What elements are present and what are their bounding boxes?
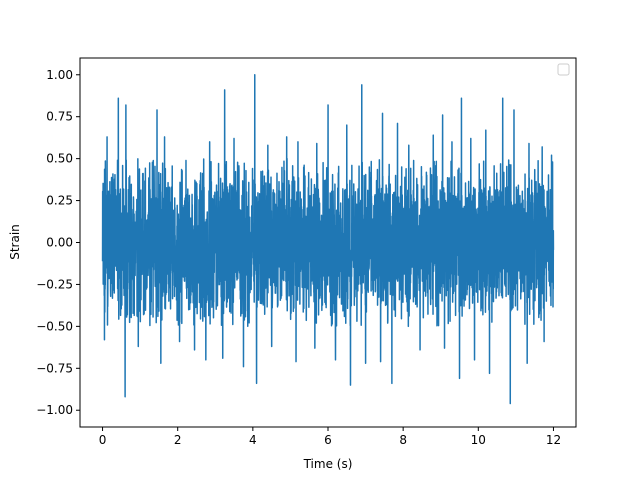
y-axis-label: Strain	[8, 224, 22, 260]
y-tick-label: −0.25	[36, 277, 73, 291]
x-tick-label: 8	[399, 433, 407, 447]
y-tick-label: 1.00	[46, 68, 73, 82]
y-tick-label: −0.50	[36, 319, 73, 333]
y-tick-label: −1.00	[36, 403, 73, 417]
x-tick-label: 4	[249, 433, 257, 447]
y-axis-ticks: −1.00 −0.75 −0.50 −0.25 0.00 0.25 0.50 0.75 1.00	[36, 68, 80, 417]
x-tick-label: 2	[174, 433, 182, 447]
x-tick-label: 10	[471, 433, 486, 447]
x-tick-label: 0	[99, 433, 107, 447]
y-tick-label: −0.75	[36, 361, 73, 375]
y-tick-label: 0.75	[46, 110, 73, 124]
x-axis-ticks: 0 2 4 6 8 10 12	[99, 427, 561, 447]
x-axis-label: Time (s)	[303, 457, 353, 471]
y-tick-label: 0.50	[46, 152, 73, 166]
y-tick-label: 0.25	[46, 194, 73, 208]
strain-series-line	[101, 74, 555, 405]
y-tick-label: 0.00	[46, 236, 73, 250]
legend-box	[557, 63, 570, 76]
x-tick-label: 6	[324, 433, 332, 447]
x-tick-label: 12	[546, 433, 561, 447]
series-layer	[101, 74, 555, 405]
